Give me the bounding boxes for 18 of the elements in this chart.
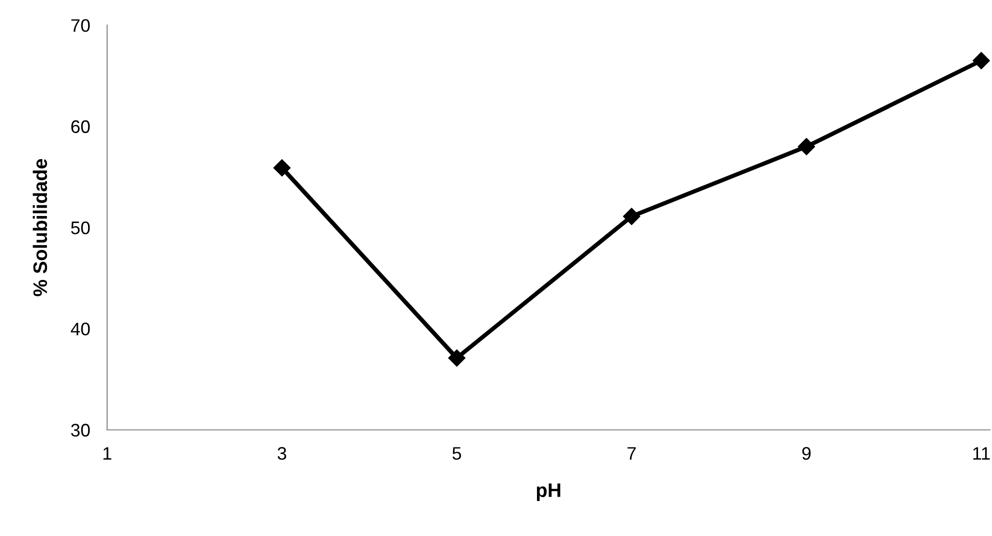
x-tick-label: 3	[278, 447, 286, 460]
y-tick-label: 50	[71, 221, 90, 234]
y-tick-label: 70	[71, 19, 90, 32]
point	[273, 159, 291, 176]
x-tick-label: 5	[452, 447, 462, 460]
point	[623, 208, 640, 225]
point	[448, 349, 466, 367]
x-tick-label: 11	[973, 447, 990, 460]
x-tick-label: 9	[802, 447, 811, 460]
y-tick-label: 30	[71, 424, 90, 437]
y-tick-label: 60	[71, 120, 90, 134]
x-tick-label: 1	[103, 447, 112, 460]
point	[798, 138, 815, 156]
y-tick-label: 40	[70, 322, 90, 336]
point	[972, 52, 990, 70]
x-tick-label: 7	[628, 447, 636, 460]
y-axis-title: % Solubilidade	[32, 159, 48, 296]
x-axis-title: pH	[536, 484, 560, 501]
